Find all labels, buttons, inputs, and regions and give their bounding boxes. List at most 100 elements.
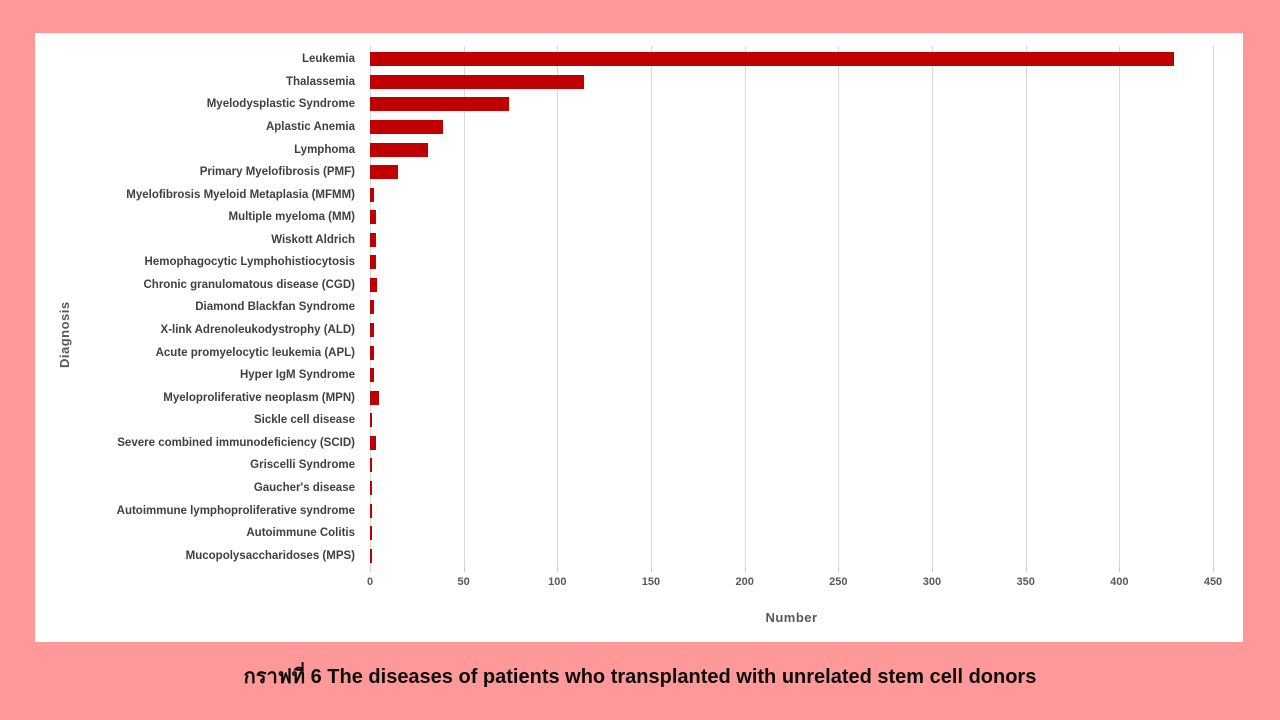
bar[interactable]	[370, 548, 372, 563]
bar-track	[370, 138, 1213, 161]
x-tick-label: 450	[1203, 576, 1223, 588]
bar-track	[370, 341, 1213, 364]
table-row: Myelofibrosis Myeloid Metaplasia (MFMM)	[35, 183, 1213, 206]
bar[interactable]	[370, 119, 444, 134]
category-label: Griscelli Syndrome	[250, 459, 355, 472]
x-axis-title: Number	[765, 610, 818, 625]
table-row: Autoimmune Colitis	[35, 522, 1213, 545]
table-row: Sickle cell disease	[35, 409, 1213, 432]
category-label: Wiskott Aldrich	[271, 233, 355, 246]
category-label: Thalassemia	[285, 75, 355, 88]
bar-track	[370, 251, 1213, 274]
x-tick-label: 50	[457, 576, 470, 588]
bar[interactable]	[370, 97, 509, 112]
bar-track	[370, 454, 1213, 477]
table-row: Severe combined immunodeficiency (SCID)	[35, 432, 1213, 455]
gridline	[463, 46, 465, 567]
x-tick-label: 300	[922, 576, 942, 588]
bar[interactable]	[370, 74, 584, 89]
bar-track	[370, 296, 1213, 319]
table-row: Multiple myeloma (MM)	[35, 206, 1213, 229]
bar[interactable]	[370, 300, 374, 315]
table-row: Wiskott Aldrich	[35, 229, 1213, 252]
bar[interactable]	[370, 232, 376, 247]
table-row: X-link Adrenoleukodystrophy (ALD)	[35, 319, 1213, 342]
category-label: Hemophagocytic Lymphohistiocytosis	[144, 256, 355, 269]
x-axis: 0 50 100 150 200 250 300 350 400 450	[366, 567, 1222, 597]
x-tick-label: 250	[829, 576, 848, 588]
bar[interactable]	[370, 458, 372, 473]
table-row: Lymphoma	[35, 138, 1213, 161]
bar[interactable]	[370, 255, 376, 270]
tick-mark	[463, 567, 465, 572]
bar-track	[370, 432, 1213, 455]
bar-track	[370, 477, 1213, 500]
x-tick-label: 350	[1016, 576, 1035, 588]
tick-mark	[1025, 567, 1027, 572]
bar[interactable]	[370, 165, 399, 180]
category-label: Severe combined immunodeficiency (SCID)	[117, 436, 355, 449]
x-tick-label: 100	[548, 576, 567, 588]
category-label: Myelofibrosis Myeloid Metaplasia (MFMM)	[126, 188, 355, 201]
category-label: Lymphoma	[294, 143, 355, 156]
bar[interactable]	[370, 503, 372, 518]
bar-track	[370, 319, 1213, 342]
bar[interactable]	[370, 277, 378, 292]
x-tick-label: 0	[366, 576, 374, 588]
tick-mark	[1119, 567, 1121, 572]
bar-track	[370, 522, 1213, 545]
bar-track	[370, 499, 1213, 522]
tick-mark	[650, 567, 652, 572]
chart-caption: กราฟที่ 6 The diseases of patients who t…	[243, 666, 1037, 688]
bar[interactable]	[370, 345, 374, 360]
bar[interactable]	[370, 413, 372, 428]
category-label: Autoimmune lymphoproliferative syndrome	[116, 504, 355, 517]
bar-track	[370, 183, 1213, 206]
gridline	[931, 46, 933, 567]
tick-mark	[557, 567, 559, 572]
gridline	[1119, 46, 1121, 567]
table-row: Myelodysplastic Syndrome	[35, 93, 1213, 116]
bar-track	[370, 274, 1213, 297]
table-row: Primary Myelofibrosis (PMF)	[35, 161, 1213, 184]
table-row: Griscelli Syndrome	[35, 454, 1213, 477]
bar[interactable]	[370, 390, 380, 405]
bar[interactable]	[370, 435, 376, 450]
table-row: Aplastic Anemia	[35, 116, 1213, 139]
category-label: Sickle cell disease	[253, 414, 355, 427]
gridline	[557, 46, 559, 567]
tick-mark	[838, 567, 840, 572]
bar-rows: Leukemia Thalassemia Myelodysplastic Syndr…	[35, 48, 1213, 567]
x-tick-label: 150	[641, 576, 661, 588]
category-label: Acute promyelocytic leukemia (APL)	[155, 346, 355, 359]
bar[interactable]	[370, 323, 374, 338]
category-label: Leukemia	[301, 53, 355, 66]
table-row: Myeloproliferative neoplasm (MPN)	[35, 386, 1213, 409]
gridline	[650, 46, 652, 567]
tick-mark	[744, 567, 746, 572]
bar-track	[370, 206, 1213, 229]
category-label: Primary Myelofibrosis (PMF)	[199, 166, 355, 179]
bar[interactable]	[370, 480, 372, 495]
x-tick-label: 200	[735, 576, 754, 588]
category-label: Autoimmune Colitis	[246, 527, 355, 540]
table-row: Diamond Blackfan Syndrome	[35, 296, 1213, 319]
table-row: Leukemia	[35, 48, 1213, 71]
bar[interactable]	[370, 187, 374, 202]
bar[interactable]	[370, 142, 429, 157]
category-label: Myeloproliferative neoplasm (MPN)	[163, 391, 355, 404]
bar[interactable]	[370, 210, 376, 225]
bar[interactable]	[370, 368, 374, 383]
bar-track	[370, 93, 1213, 116]
bar[interactable]	[370, 526, 372, 541]
table-row: Hemophagocytic Lymphohistiocytosis	[35, 251, 1213, 274]
bar-track	[370, 71, 1213, 94]
bar[interactable]	[370, 52, 1174, 67]
bar-track	[370, 48, 1213, 71]
bar-track	[370, 386, 1213, 409]
table-row: Chronic granulomatous disease (CGD)	[35, 274, 1213, 297]
bar-track	[370, 544, 1213, 567]
category-label: Aplastic Anemia	[265, 120, 355, 133]
x-tick-label: 400	[1110, 576, 1129, 588]
bar-track	[370, 116, 1213, 139]
